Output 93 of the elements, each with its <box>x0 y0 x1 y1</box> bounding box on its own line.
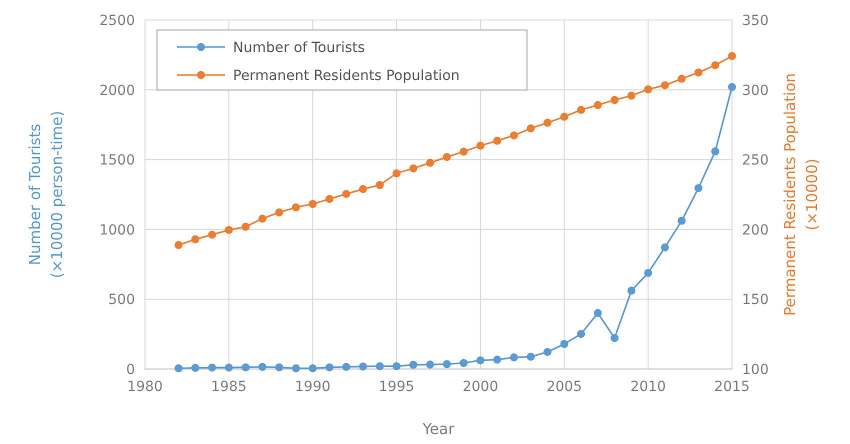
point <box>342 362 350 371</box>
point <box>510 353 518 362</box>
y2-axis-title: Permanent Residents Population (×10000) <box>781 73 821 316</box>
point <box>409 164 418 172</box>
point <box>460 148 468 156</box>
point <box>644 85 652 94</box>
point <box>660 81 669 90</box>
point <box>292 364 300 372</box>
point <box>191 235 200 244</box>
point <box>678 216 686 225</box>
point <box>476 142 484 150</box>
legend-label: Number of Tourists <box>233 40 365 56</box>
point <box>224 364 233 372</box>
point <box>191 364 200 372</box>
x-tick-label: 2005 <box>546 379 582 395</box>
x-tick-label: 1985 <box>211 379 247 395</box>
y2-tick-label: 150 <box>742 292 769 308</box>
point <box>359 362 368 370</box>
x-tick-label: 1995 <box>378 379 414 395</box>
point <box>678 74 686 83</box>
point <box>660 243 669 252</box>
point <box>258 362 266 371</box>
y-tick-label: 1000 <box>99 222 135 238</box>
point <box>460 358 468 367</box>
point <box>644 268 652 277</box>
point <box>308 200 317 208</box>
y-tick-label: 2500 <box>99 13 135 29</box>
point <box>392 362 401 370</box>
y2-tick-label: 200 <box>742 222 769 238</box>
point <box>392 169 401 178</box>
point <box>325 363 334 372</box>
point <box>258 214 266 223</box>
point <box>208 364 216 372</box>
point <box>174 364 183 372</box>
point <box>526 352 535 361</box>
point <box>476 356 484 364</box>
point <box>426 158 434 167</box>
point <box>442 360 451 368</box>
point <box>359 185 368 194</box>
x-tick-label: 2015 <box>714 379 750 395</box>
y-tick-label: 2000 <box>99 82 135 99</box>
y-tick-label: 1500 <box>99 152 135 169</box>
point <box>275 363 284 372</box>
point <box>325 194 334 203</box>
point <box>376 362 384 370</box>
point <box>711 147 720 156</box>
y2-tick-label: 350 <box>742 13 769 29</box>
point <box>728 83 736 92</box>
point <box>275 208 284 216</box>
point <box>426 360 434 369</box>
point <box>526 124 535 132</box>
point <box>594 101 602 110</box>
point <box>493 136 502 145</box>
point <box>242 363 250 372</box>
point <box>610 334 619 342</box>
point <box>694 184 702 192</box>
point <box>342 190 350 198</box>
point <box>510 131 518 140</box>
point <box>376 181 384 190</box>
point <box>728 52 736 60</box>
point <box>174 241 183 250</box>
point <box>442 152 451 161</box>
point <box>711 61 720 70</box>
y2-tick-label: 300 <box>742 82 769 99</box>
legend-label: Permanent Residents Population <box>233 68 460 84</box>
point <box>577 330 586 338</box>
point <box>308 364 317 372</box>
point <box>544 118 552 127</box>
point <box>242 222 250 231</box>
point <box>577 106 586 114</box>
x-axis-title: Year <box>422 420 456 438</box>
point <box>610 96 619 104</box>
point <box>594 309 602 318</box>
x-tick-label: 1980 <box>127 379 163 395</box>
y2-tick-label: 100 <box>742 362 769 378</box>
point <box>208 230 216 239</box>
point <box>694 68 702 76</box>
point <box>627 286 636 295</box>
y-tick-label: 0 <box>126 362 135 378</box>
point <box>292 203 300 212</box>
y-axis-title: Number of Tourists (×10000 person-time) <box>26 110 66 278</box>
point <box>627 92 636 100</box>
y-tick-label: 500 <box>108 292 135 308</box>
x-tick-label: 1990 <box>294 379 331 395</box>
point <box>560 112 568 121</box>
x-tick-label: 2000 <box>462 379 498 395</box>
x-tick-label: 2010 <box>630 379 666 395</box>
point <box>493 356 502 364</box>
y2-tick-label: 250 <box>742 152 769 169</box>
point <box>544 348 552 356</box>
point <box>409 360 418 369</box>
point <box>224 226 233 234</box>
point <box>560 340 568 348</box>
